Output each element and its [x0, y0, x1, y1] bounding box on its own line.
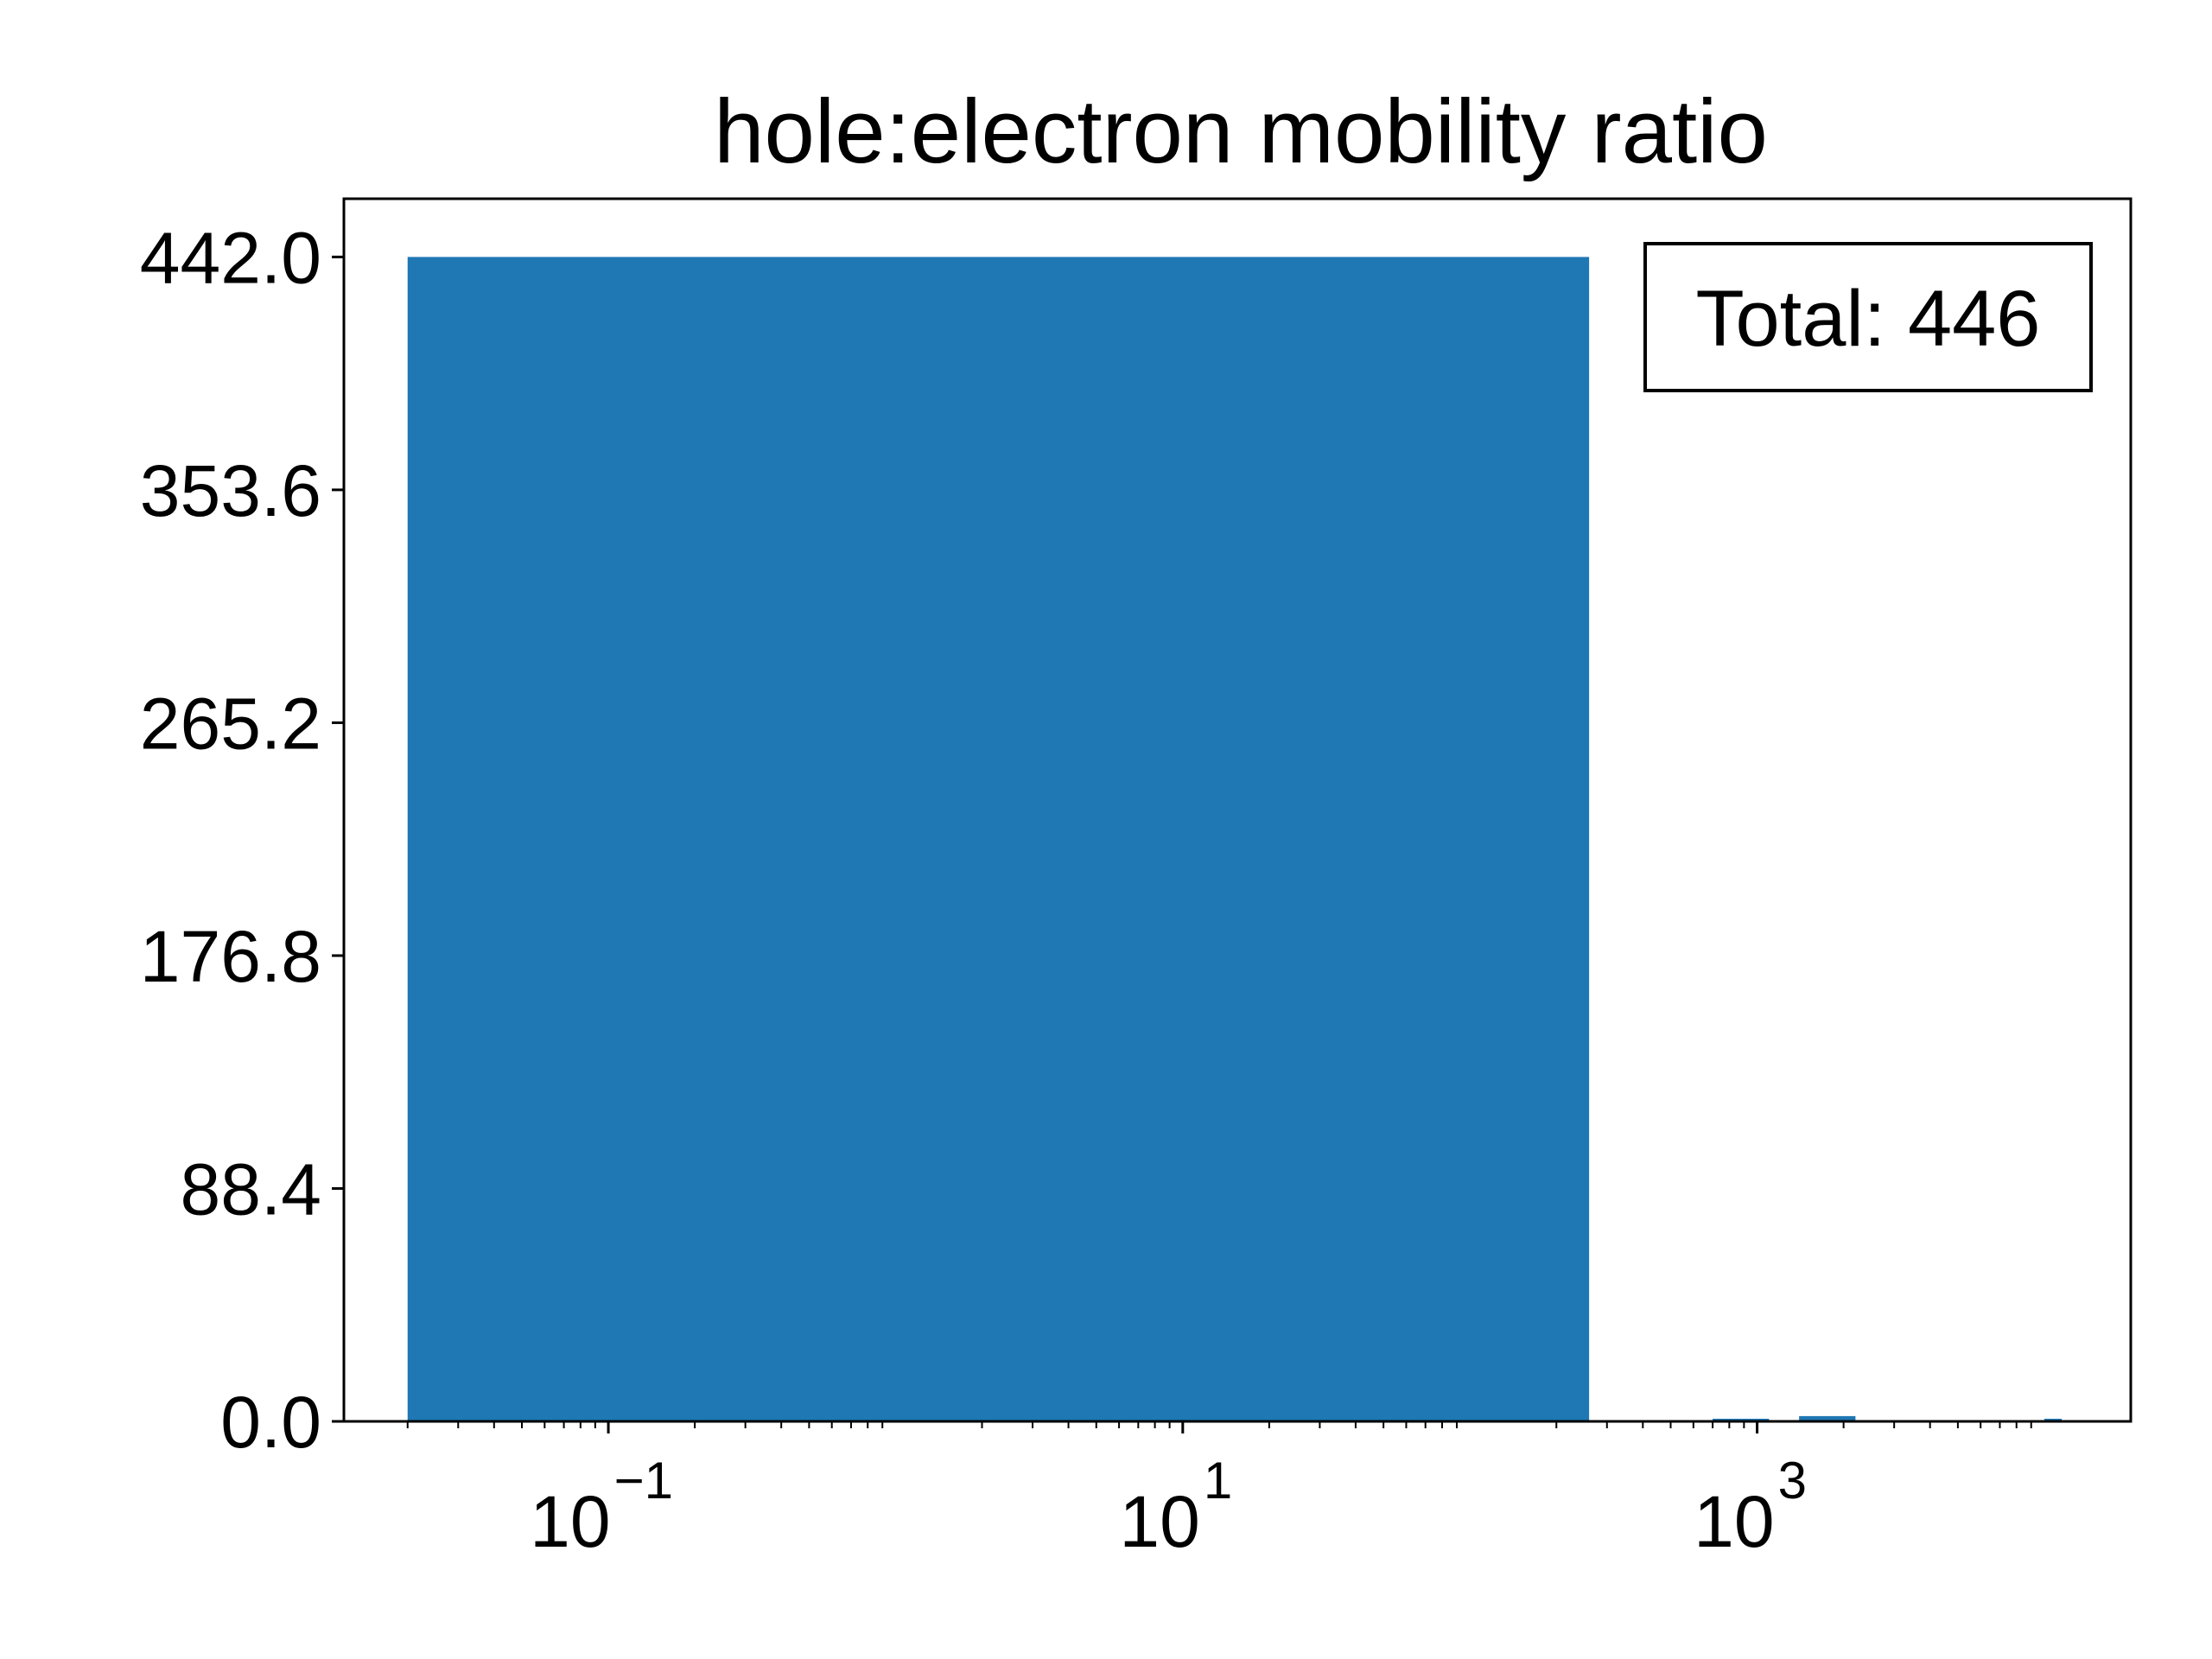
histogram-bar [407, 257, 1590, 1421]
annotation-box [1643, 242, 2093, 392]
annotation-text: Total: 446 [1696, 275, 2041, 363]
x-tick-label: 103 [1694, 1452, 1807, 1562]
plot-frame [342, 197, 2133, 1423]
total-annotation: Total: 446 [1643, 242, 2093, 392]
x-tick-label: 10−1 [530, 1452, 673, 1562]
y-tick-label: 0.0 [220, 1382, 321, 1463]
x-axis: 10−1 101 103 [406, 1421, 2032, 1562]
y-axis: 0.0 88.4 176.8 265.2 353.6 442.0 [140, 217, 344, 1463]
bars-group [407, 257, 2063, 1421]
histogram-bar [1713, 1418, 1770, 1421]
y-tick-label: 88.4 [181, 1148, 322, 1230]
y-tick-label: 353.6 [140, 450, 321, 531]
x-tick-label: 101 [1119, 1452, 1232, 1562]
y-tick-label: 265.2 [140, 683, 321, 764]
histogram-bar [2044, 1418, 2063, 1421]
histogram-bar [1799, 1415, 1856, 1421]
y-tick-label: 442.0 [140, 217, 321, 298]
chart-title: hole:electron mobility ratio [714, 81, 1768, 182]
y-tick-label: 176.8 [140, 916, 321, 997]
